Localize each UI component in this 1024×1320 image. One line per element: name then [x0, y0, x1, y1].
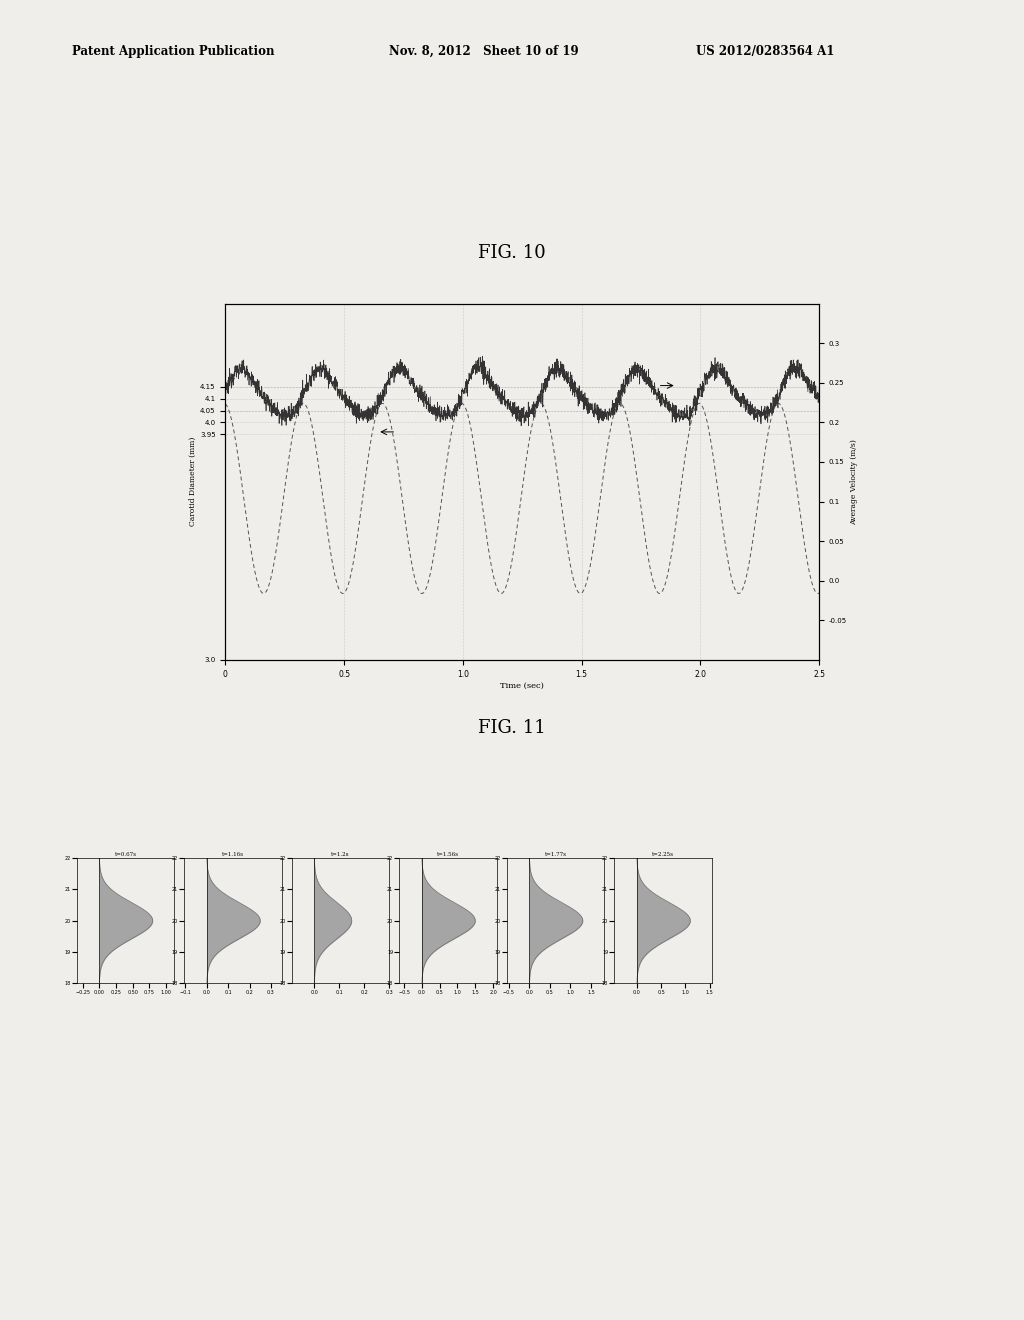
- Text: Nov. 8, 2012   Sheet 10 of 19: Nov. 8, 2012 Sheet 10 of 19: [389, 45, 579, 58]
- X-axis label: Time (sec): Time (sec): [501, 681, 544, 689]
- Title: t=1.77s: t=1.77s: [545, 851, 566, 857]
- Text: FIG. 11: FIG. 11: [478, 719, 546, 738]
- Title: t=1.2s: t=1.2s: [331, 851, 350, 857]
- Text: US 2012/0283564 A1: US 2012/0283564 A1: [696, 45, 835, 58]
- Title: t=1.16s: t=1.16s: [222, 851, 244, 857]
- Title: t=2.25s: t=2.25s: [652, 851, 674, 857]
- Y-axis label: Average Velocity (m/s): Average Velocity (m/s): [850, 438, 858, 525]
- Text: Patent Application Publication: Patent Application Publication: [72, 45, 274, 58]
- Y-axis label: Carotid Diameter (mm): Carotid Diameter (mm): [189, 437, 198, 527]
- Text: FIG. 10: FIG. 10: [478, 244, 546, 263]
- Title: t=0.67s: t=0.67s: [115, 851, 136, 857]
- Title: t=1.56s: t=1.56s: [437, 851, 459, 857]
